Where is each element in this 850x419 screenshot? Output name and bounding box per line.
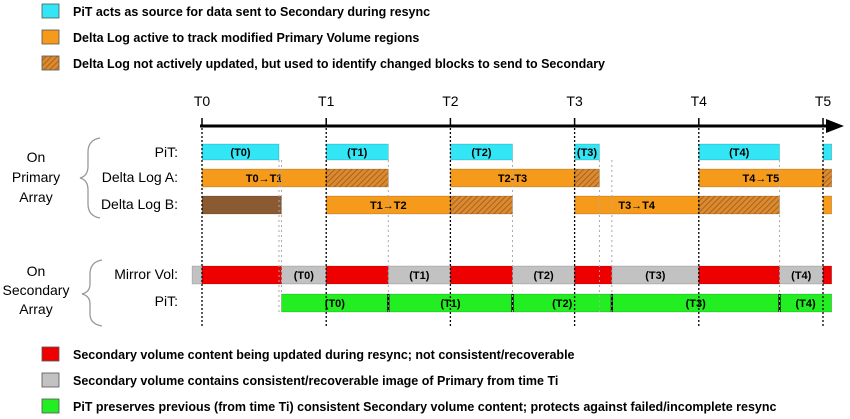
legend-text-pit-preserves: PiT preserves previous (from time Ti) co… xyxy=(73,400,776,414)
bar-delta-b-4 xyxy=(698,195,780,215)
legend-swatch-gray xyxy=(41,372,60,388)
bar-delta-a-5 xyxy=(822,168,832,188)
legend-bottom: Secondary volume content being updated d… xyxy=(41,346,776,414)
bar-mirror-11 xyxy=(822,265,832,285)
secondary-group-line-3: Array xyxy=(19,301,52,317)
legend-swatch-hatch xyxy=(41,55,60,71)
bar-label-pit-secondary-4: (T4) xyxy=(796,298,817,310)
bar-mirror-0 xyxy=(191,265,203,285)
bar-label-delta-a-2: T2-T3 xyxy=(498,173,527,185)
bar-mirror-5 xyxy=(450,265,513,285)
bar-label-pit-primary-0: (T0) xyxy=(230,147,251,159)
time-label-t1: T1 xyxy=(318,93,335,109)
bar-pit-primary-5 xyxy=(822,143,832,161)
primary-group-line-2: Primary xyxy=(12,169,60,185)
secondary-group-brace xyxy=(81,259,103,327)
legend-swatch-red xyxy=(41,346,60,362)
row-label-delta-log-b: Delta Log B: xyxy=(101,196,178,212)
bar-label-delta-a-0: T0→T1 xyxy=(246,173,283,185)
primary-group-line-3: Array xyxy=(19,189,52,205)
bar-label-mirror-4: (T1) xyxy=(409,270,430,282)
legend-text-delta-inactive: Delta Log not actively updated, but used… xyxy=(73,57,605,71)
time-label-t2: T2 xyxy=(442,93,459,109)
legend-text-consistent: Secondary volume contains consistent/rec… xyxy=(73,374,558,388)
bar-label-delta-b-3: T3→T4 xyxy=(618,200,656,212)
bar-label-mirror-2: (T0) xyxy=(294,270,315,282)
legend-swatch-green xyxy=(41,398,60,414)
bar-label-mirror-10: (T4) xyxy=(791,270,812,282)
bar-label-pit-primary-4: (T4) xyxy=(729,147,750,159)
secondary-array-group: On Secondary Array xyxy=(3,259,103,327)
row-label-delta-log-a: Delta Log A: xyxy=(102,169,178,185)
time-axis: T0 T1 T2 T3 T4 T5 xyxy=(194,93,844,133)
legend-text-updating: Secondary volume content being updated d… xyxy=(73,348,575,362)
bar-delta-a-3 xyxy=(574,168,600,188)
bar-label-pit-primary-2: (T2) xyxy=(471,147,492,159)
bar-mirror-7 xyxy=(574,265,613,285)
bar-mirror-9 xyxy=(698,265,780,285)
secondary-group-line-2: Secondary xyxy=(3,282,70,298)
time-label-t5: T5 xyxy=(815,93,832,109)
bar-label-mirror-8: (T3) xyxy=(645,270,666,282)
bar-label-pit-secondary-0: (T0) xyxy=(325,298,346,310)
primary-group-line-1: On xyxy=(27,149,46,165)
secondary-group-line-1: On xyxy=(27,263,46,279)
legend-text-pit-source: PiT acts as source for data sent to Seco… xyxy=(73,5,430,19)
row-labels: PiT: Delta Log A: Delta Log B: Mirror Vo… xyxy=(101,144,178,309)
primary-array-group: On Primary Array xyxy=(12,137,101,219)
legend-swatch-cyan xyxy=(41,3,60,19)
row-label-pit-primary: PiT: xyxy=(155,144,178,160)
row-label-pit-secondary: PiT: xyxy=(155,293,178,309)
legend-swatch-orange xyxy=(41,29,60,45)
time-label-t4: T4 xyxy=(691,93,708,109)
bar-label-mirror-6: (T2) xyxy=(533,270,554,282)
bar-delta-b-0 xyxy=(201,195,282,215)
bar-label-pit-primary-1: (T1) xyxy=(347,147,368,159)
legend-text-delta-active: Delta Log active to track modified Prima… xyxy=(73,31,419,45)
bar-label-pit-secondary-2: (T2) xyxy=(552,298,573,310)
bar-delta-b-5 xyxy=(822,195,832,215)
primary-group-brace xyxy=(79,137,101,219)
row-label-mirror-vol: Mirror Vol: xyxy=(114,266,178,282)
bar-label-delta-a-4: T4→T5 xyxy=(743,173,780,185)
time-label-t3: T3 xyxy=(566,93,583,109)
bar-delta-b-2 xyxy=(450,195,513,215)
bar-mirror-3 xyxy=(325,265,389,285)
time-label-t0: T0 xyxy=(194,93,211,109)
bar-mirror-1 xyxy=(201,265,282,285)
legend-top: PiT acts as source for data sent to Seco… xyxy=(41,3,605,71)
bar-label-pit-secondary-3: (T3) xyxy=(686,298,707,310)
bar-label-pit-primary-3: (T3) xyxy=(577,147,598,159)
bar-delta-a-1 xyxy=(325,168,389,188)
time-axis-arrowhead xyxy=(826,119,844,133)
